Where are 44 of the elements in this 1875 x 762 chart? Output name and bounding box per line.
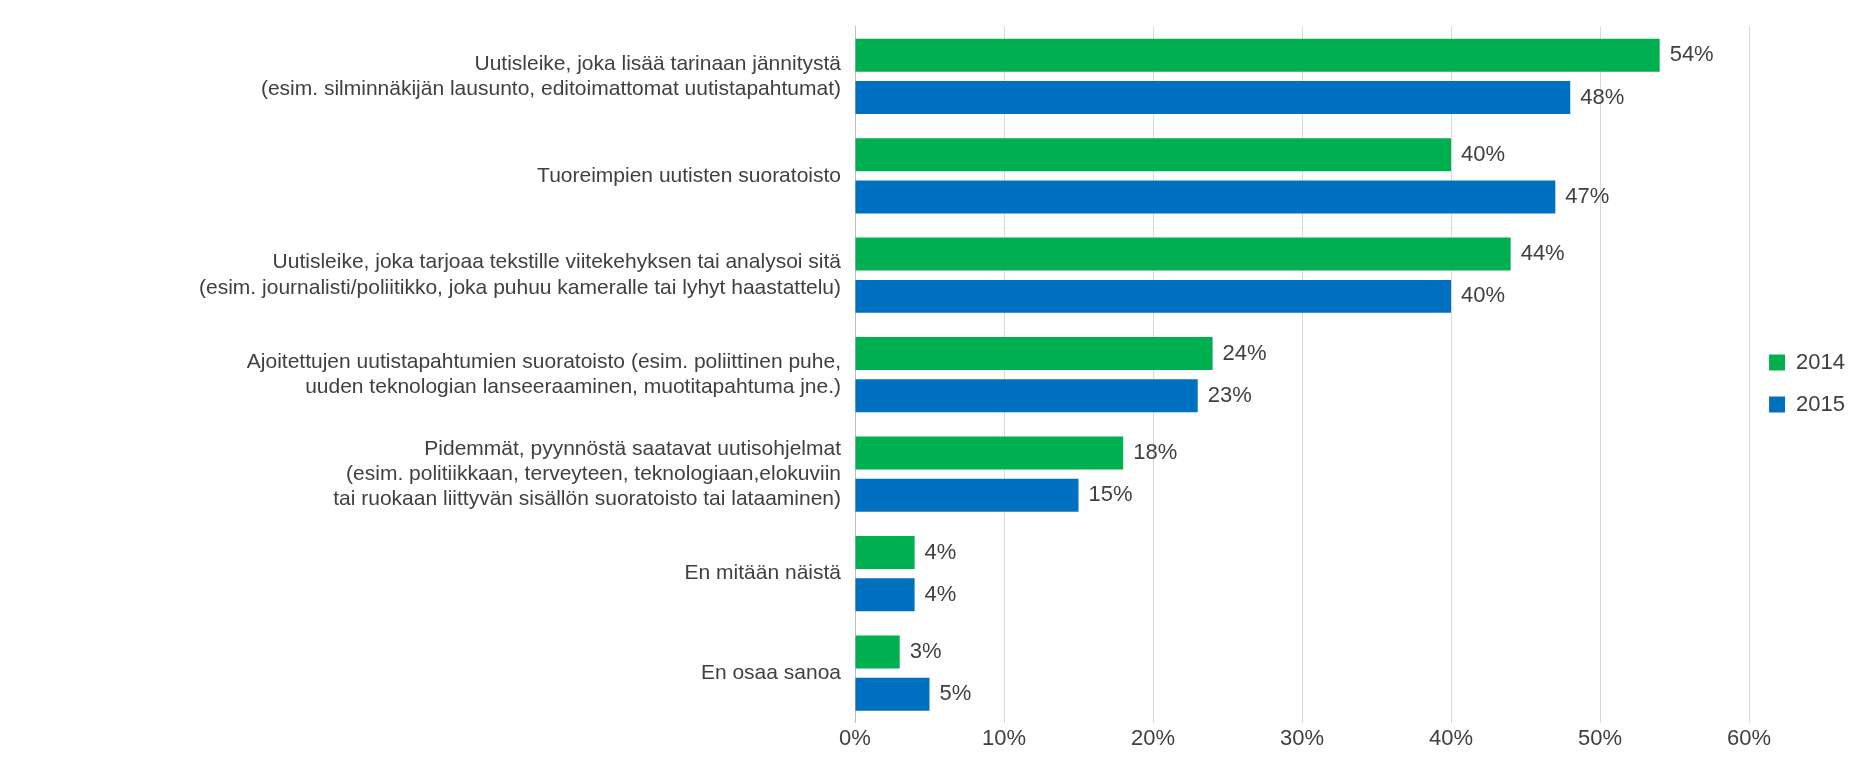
- bar: [855, 536, 915, 569]
- y-tick-label: Uutisleike, joka tarjoaa tekstille viitekehyksen tai analysoi sitä (esim. journalisti/poliitikko, joka puhuu kameralle tai lyhyt haastattelu): [199, 249, 842, 298]
- data-label: 4%: [924, 538, 957, 564]
- bar: [855, 180, 1556, 214]
- bar: [855, 237, 1511, 271]
- legend-label: 2015: [1796, 390, 1846, 416]
- data-label: 4%: [924, 580, 957, 606]
- data-label: 40%: [1461, 140, 1506, 166]
- bar: [855, 578, 915, 612]
- x-tick-label: 30%: [1280, 725, 1325, 751]
- data-label: 44%: [1520, 240, 1565, 266]
- bar: [855, 478, 1079, 512]
- y-tick-label: En mitään näistä: [684, 560, 842, 584]
- x-tick-label: 60%: [1727, 725, 1772, 751]
- bar: [855, 80, 1571, 114]
- data-label: 48%: [1580, 83, 1625, 109]
- data-label: 54%: [1669, 41, 1714, 67]
- y-tick-label: Pidemmät, pyynnöstä saatavat uutisohjelmat (esim. politiikkaan, terveyteen, teknologiaan,elokuviin tai ruokaan liittyvän sisällön suoratoisto tai lataaminen): [333, 435, 842, 510]
- x-tick-label: 20%: [1131, 725, 1176, 751]
- bar: [855, 38, 1660, 72]
- x-tick-label: 10%: [981, 725, 1027, 751]
- x-tick-label: 0%: [839, 725, 871, 751]
- data-label: 23%: [1207, 381, 1252, 407]
- bar: [855, 138, 1452, 172]
- bar: [855, 379, 1198, 413]
- y-tick-label: Tuoreimpien uutisten suoratoisto: [537, 162, 841, 186]
- data-label: 5%: [939, 680, 972, 706]
- y-tick-label: Uutisleike, joka lisää tarinaan jännitystä (esim. silminnäkijän lausunto, editoimattomat uutistapahtumat): [260, 50, 842, 99]
- data-label: 3%: [909, 638, 942, 663]
- bar: [855, 677, 930, 711]
- bar: [855, 337, 1213, 371]
- x-tick-label: 40%: [1429, 725, 1474, 751]
- bar: [855, 635, 900, 669]
- y-tick-label: En osaa sanoa: [700, 659, 842, 683]
- bar: [855, 279, 1452, 313]
- legend-label: 2014: [1796, 348, 1846, 374]
- data-label: 18%: [1133, 439, 1178, 465]
- bar: [855, 436, 1124, 470]
- x-tick-label: 50%: [1578, 725, 1623, 751]
- y-tick-label: Ajoitettujen uutistapahtumien suoratoisto (esim. poliittinen puhe, uuden teknologian lanseeraaminen, muotitapahtuma jne.): [246, 348, 841, 398]
- data-label: 47%: [1565, 182, 1610, 208]
- data-label: 40%: [1461, 282, 1506, 308]
- data-label: 15%: [1088, 481, 1133, 507]
- data-label: 24%: [1222, 339, 1267, 365]
